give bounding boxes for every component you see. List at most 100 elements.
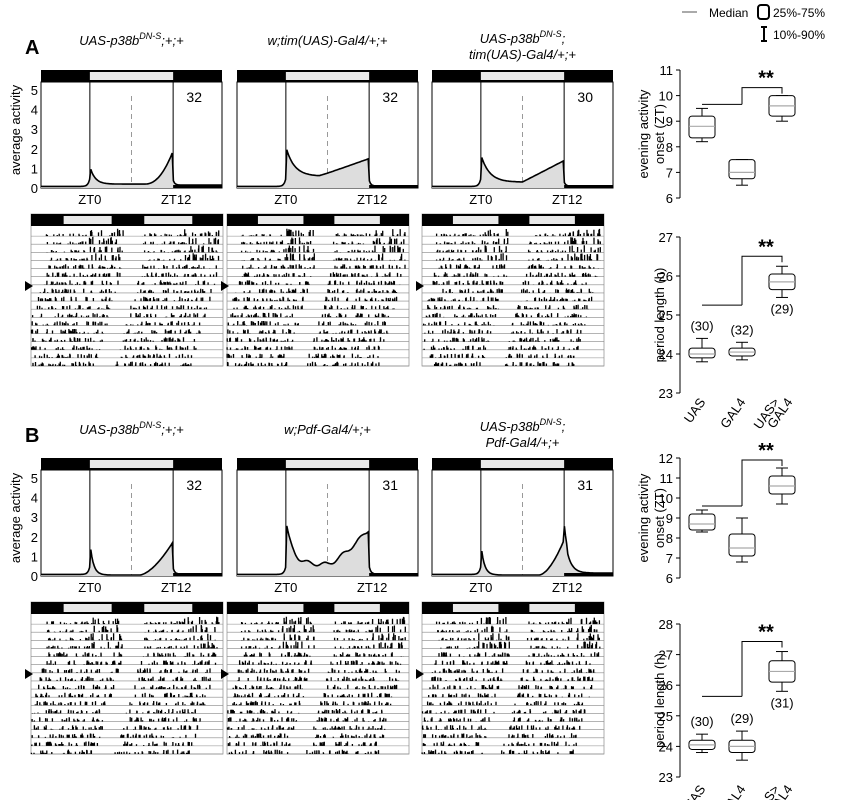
y-tick-label: 10 [659,491,673,506]
actogram-activity-ticks [431,676,594,681]
actogram-frame [226,601,410,755]
actogram-light-2 [144,604,193,612]
actogram-activity-ticks [429,353,575,358]
actogram-activity-ticks [38,684,211,690]
baseline-day-arrow [25,281,33,291]
genotype-title: UAS-p38bDN-S;+;+ [79,31,184,48]
fly-count-label: 32 [382,89,398,105]
actogram-activity-ticks [228,733,385,738]
actogram-activity-ticks [31,320,201,326]
sample-size-label: (31) [770,695,793,710]
activity-area [432,526,613,576]
panel-b: B average activity012345UAS-p38bDN-S;+;+… [8,417,796,800]
panel-letter-b: B [25,425,39,447]
baseline-day-arrow [416,669,424,679]
actogram-activity-ticks [241,272,402,277]
box-uasgal4 [768,467,796,505]
fly-count-label: 32 [186,89,202,105]
genotype-column-3: UAS-p38bDN-S;tim(UAS)-Gal4/+;+ 30 ZT0 ZT12 [416,29,614,367]
genotype-column-2: w;Pdf-Gal4/+;+ 31 ZT0 ZT12 [221,422,419,755]
actogram-activity-ticks [227,709,383,714]
actogram-activity-ticks [33,725,199,730]
actogram-ld-bar [422,602,604,614]
y-tick-label: 11 [660,471,674,486]
actogram-activity-ticks [431,668,596,673]
actogram-light-1 [63,216,112,224]
actogram-activity-ticks [226,345,383,350]
y-tick-label: 27 [659,230,673,245]
actogram-activity-ticks [46,652,217,657]
actogram-activity-ticks [227,717,387,722]
significance-bracket [702,255,783,306]
legend-median: Median [709,6,748,20]
fly-count-label: 30 [577,89,593,105]
actogram-activity-ticks [226,353,379,358]
x-tick-label: ZT0 [274,192,297,207]
y-tick-label: 27 [659,648,673,663]
y-tick-label: 28 [659,617,673,632]
actogram-activity-ticks [226,337,385,342]
group-label: GAL4 [717,782,748,800]
actogram-light-1 [257,604,304,612]
actogram-ld-bar [227,214,409,226]
actogram-activity-ticks [233,692,393,698]
x-tick-label: ZT0 [78,192,101,207]
genotype-title-part: ; [562,31,566,46]
group-label: GAL4 [717,395,748,431]
genotype-title: UAS-p38bDN-S; [480,29,566,46]
y-tick-label: 2 [31,142,38,157]
genotype-title-part: UAS-p38b [79,422,139,437]
genotype-title-line2: tim(UAS)-Gal4/+;+ [469,47,576,62]
actogram-activity-ticks [434,660,591,665]
actogram-activity-ticks [31,733,197,738]
actogram-activity-ticks [429,684,593,690]
iqr-box [688,347,716,359]
actogram-light-2 [529,216,575,224]
y-tick-label: 7 [666,551,673,566]
actogram-light-1 [257,216,304,224]
actogram-activity-ticks [240,641,406,649]
actogram-activity-ticks [37,296,211,302]
actogram-light-1 [452,604,499,612]
actogram-frame [30,601,224,755]
actogram-activity-ticks [237,668,400,673]
y-tick-label: 1 [31,161,38,176]
actogram-activity-ticks [438,633,600,641]
actogram-activity-ticks [226,361,380,366]
box-legend: Median 25%-75% 10%-90% [682,4,825,42]
iqr-box [688,115,716,139]
significance-bracket [702,87,783,105]
night-activity-band [173,185,222,188]
actogram-activity-ticks [433,272,598,277]
significance-stars: ** [758,68,774,90]
actogram-activity-ticks [437,625,598,633]
actogram-activity-ticks [35,692,206,698]
actogram-activity-ticks [45,625,216,633]
actogram-activity-ticks [226,725,386,730]
genotype-title-part: UAS-p38b [480,419,540,434]
actogram-activity-ticks [424,329,582,334]
actogram-activity-ticks [240,624,406,633]
y-tick-label: 10 [659,89,673,104]
y-axis-label: onset (ZT) [652,488,667,548]
actogram-activity-ticks [46,641,218,649]
y-tick-label: 1 [31,549,38,564]
actogram-activity-ticks [39,288,212,293]
y-axis-label: evening activity [636,473,651,562]
y-tick-label: 5 [31,471,38,486]
fly-count-label: 31 [382,477,398,493]
y-tick-label: 9 [666,114,673,129]
genotype-title-superscript: DN-S [139,31,161,41]
y-tick-label: 5 [31,83,38,98]
y-tick-label: 26 [659,678,673,693]
actogram-light-2 [144,216,193,224]
sample-size-label: (30) [690,318,713,333]
baseline-day-arrow [25,669,33,679]
actogram-activity-ticks [427,304,589,310]
sample-size-label: (29) [770,301,793,316]
x-tick-label: ZT0 [469,192,492,207]
y-tick-label: 0 [31,181,38,196]
